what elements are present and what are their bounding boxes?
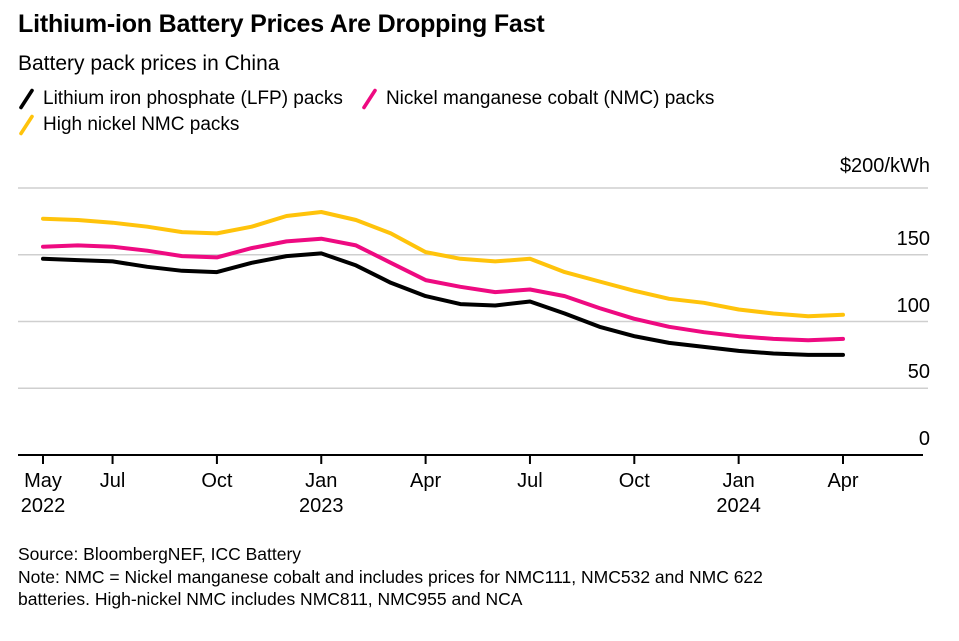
x-axis-month-label: Jan <box>305 470 338 492</box>
x-axis-month-label: Apr <box>827 470 859 492</box>
x-axis-label-may-2022: May 2022 <box>1 469 85 519</box>
x-axis-label-apr: Apr <box>384 469 468 494</box>
chart-title: Lithium-ion Battery Prices Are Dropping … <box>18 10 545 38</box>
y-axis-label-50: 50 <box>907 361 930 384</box>
x-axis-month-label: Oct <box>618 470 650 492</box>
legend-label-high-nickel-nmc-packs: High nickel NMC packs <box>43 114 240 135</box>
x-axis-label-jul: Jul <box>71 469 155 494</box>
legend-label-lfp-packs: Lithium iron phosphate (LFP) packs <box>43 88 343 109</box>
x-axis-label-jul: Jul <box>488 469 572 494</box>
x-axis-month-label: May <box>24 470 62 492</box>
legend-slash-icon-nmc-packs <box>362 88 377 110</box>
legend-label-nmc-packs: Nickel manganese cobalt (NMC) packs <box>385 88 715 109</box>
x-axis-label-oct: Oct <box>175 469 259 494</box>
series-line-high-nickel-nmc-packs <box>41 210 845 319</box>
x-axis-label-apr: Apr <box>801 469 885 494</box>
legend-slash-icon-lfp-packs <box>19 88 34 110</box>
legend-item-nmc-packs: Nickel manganese cobalt (NMC) packs <box>361 88 714 110</box>
y-axis-label-0: 0 <box>918 428 930 450</box>
x-axis-month-label: Jul <box>517 470 543 492</box>
note-text: Note: NMC = Nickel manganese cobalt and … <box>18 567 763 609</box>
y-axis-label-100: 100 <box>896 294 930 317</box>
x-axis-month-label: Jan <box>722 470 755 492</box>
legend-item-lfp-packs: Lithium iron phosphate (LFP) packs <box>18 88 343 110</box>
x-axis-label-jan-2023: Jan 2023 <box>279 469 363 519</box>
chart-subtitle: Battery pack prices in China <box>18 52 280 75</box>
x-axis-month-label: Oct <box>201 470 233 492</box>
x-axis-year-label: 2023 <box>299 495 344 517</box>
source-text: Source: BloombergNEF, ICC Battery <box>18 544 302 564</box>
series-line-nmc-packs <box>41 236 845 343</box>
x-axis-label-jan-2024: Jan 2024 <box>697 469 781 519</box>
x-axis-year-label: 2024 <box>716 495 761 517</box>
y-axis-unit-label: $200/kWh <box>839 155 930 177</box>
legend-slash-icon-high-nickel-nmc-packs <box>19 114 34 136</box>
x-axis-month-label: Apr <box>410 470 442 492</box>
x-axis-month-label: Jul <box>99 470 126 492</box>
y-axis-label-150: 150 <box>896 227 930 250</box>
series-line-lfp-packs <box>41 251 845 357</box>
legend-item-high-nickel-nmc-packs: High nickel NMC packs <box>18 114 239 136</box>
x-axis-year-label: 2022 <box>20 495 66 517</box>
chart-legend: Lithium iron phosphate (LFP) packs Nickel… <box>18 88 928 136</box>
x-axis-label-oct: Oct <box>592 469 676 494</box>
